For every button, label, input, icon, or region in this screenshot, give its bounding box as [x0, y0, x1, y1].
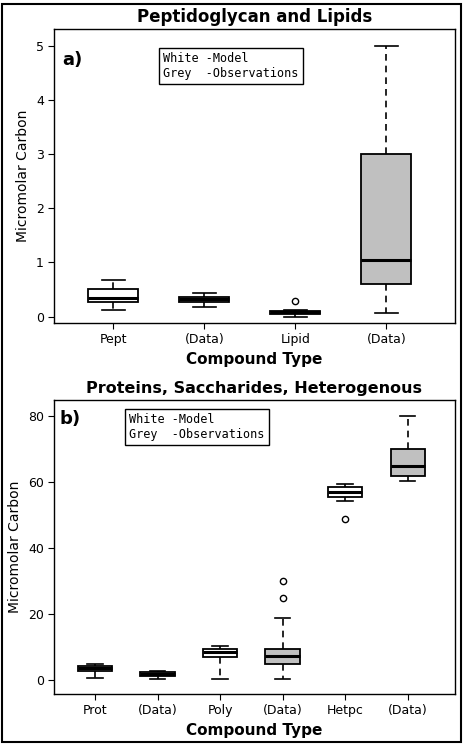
- Title: Proteins, Saccharides, Heterogenous: Proteins, Saccharides, Heterogenous: [87, 381, 422, 396]
- Y-axis label: Micromolar Carbon: Micromolar Carbon: [8, 480, 22, 613]
- Text: White -Model
Grey  -Observations: White -Model Grey -Observations: [129, 413, 265, 441]
- Bar: [362, 154, 412, 284]
- X-axis label: Compound Type: Compound Type: [186, 352, 323, 367]
- Title: Peptidoglycan and Lipids: Peptidoglycan and Lipids: [137, 8, 372, 26]
- Bar: [270, 311, 320, 314]
- Bar: [78, 665, 112, 671]
- Y-axis label: Micromolar Carbon: Micromolar Carbon: [16, 110, 31, 242]
- Bar: [88, 289, 138, 302]
- Text: a): a): [63, 51, 83, 69]
- Bar: [391, 449, 425, 476]
- Bar: [180, 296, 230, 302]
- Text: White -Model
Grey  -Observations: White -Model Grey -Observations: [163, 52, 299, 80]
- Bar: [328, 487, 363, 498]
- X-axis label: Compound Type: Compound Type: [186, 723, 323, 738]
- Bar: [140, 672, 175, 676]
- Text: b): b): [60, 410, 81, 427]
- Bar: [203, 649, 237, 657]
- Bar: [265, 649, 300, 664]
